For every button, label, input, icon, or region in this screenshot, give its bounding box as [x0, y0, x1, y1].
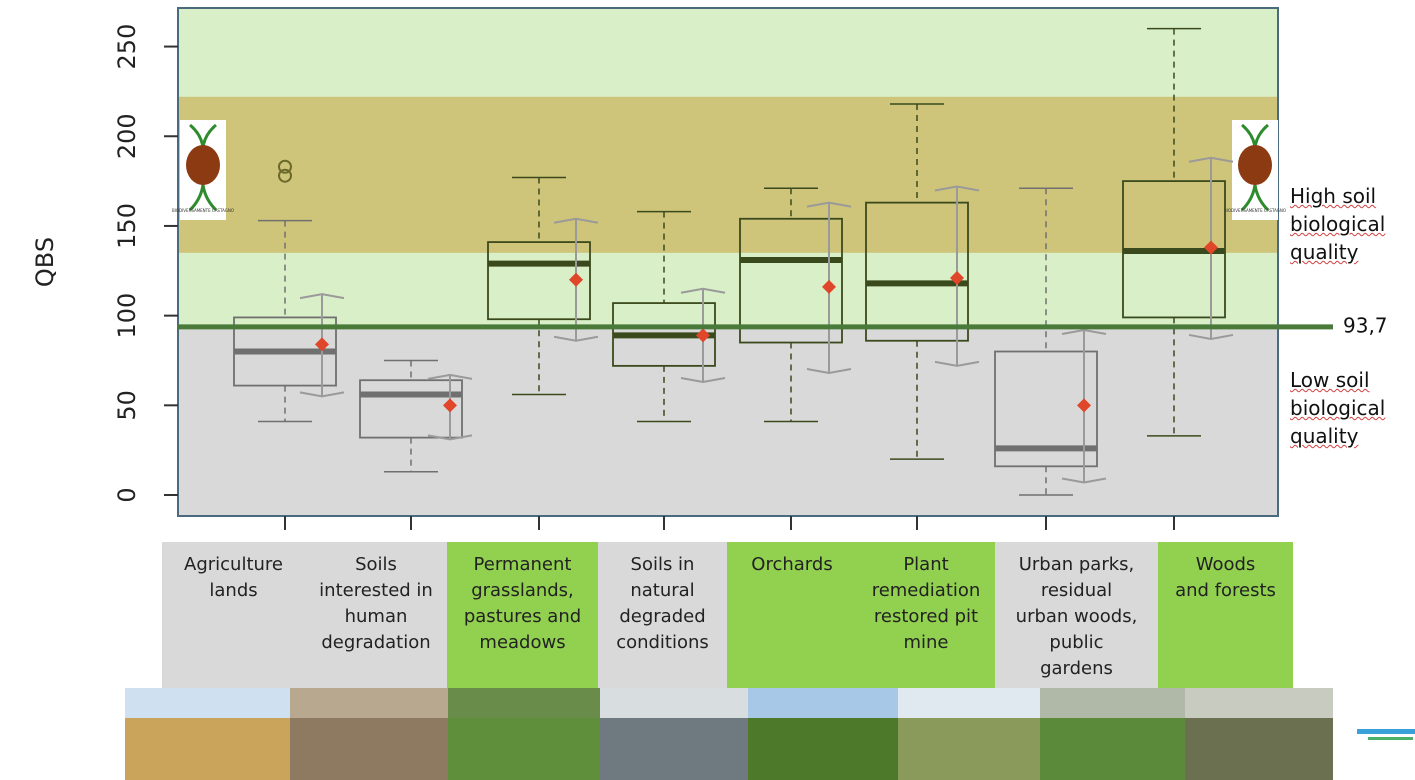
- logo-chestnut: [1238, 145, 1272, 185]
- photo-ground: [290, 718, 448, 780]
- mean: [443, 398, 457, 413]
- range-cap-max: [553, 217, 599, 224]
- photo-ground: [125, 718, 290, 780]
- y-tick-label: 250: [113, 24, 141, 70]
- range-cap-max: [806, 201, 852, 208]
- mean: [1204, 240, 1218, 255]
- mean: [950, 270, 964, 285]
- category-label: Agriculture lands: [162, 542, 305, 688]
- outlier: [278, 159, 292, 174]
- y-tick-label: 0: [113, 487, 141, 502]
- mean: [569, 272, 583, 287]
- category-label: Woods and forests: [1158, 542, 1293, 688]
- mean: [315, 337, 329, 352]
- photo-sky: [600, 688, 748, 718]
- mean: [1077, 398, 1091, 413]
- logo-text: BIODIVERSAMENTE CASTAGNO: [1224, 208, 1286, 213]
- y-tick-label: 50: [113, 390, 141, 421]
- category-label: Soils in natural degraded conditions: [598, 542, 727, 688]
- box: [739, 217, 843, 344]
- photo-ground: [1185, 718, 1333, 780]
- category-label: Soils interested in human degradation: [305, 542, 447, 688]
- box: [994, 350, 1098, 468]
- photo-sky: [1040, 688, 1185, 718]
- y-tick-label: 200: [113, 113, 141, 159]
- y-tick-label: 100: [113, 293, 141, 339]
- photo-sky: [1185, 688, 1333, 718]
- logo-text: BIODIVERSAMENTE CASTAGNO: [172, 208, 234, 213]
- photo-ground: [898, 718, 1040, 780]
- range-cap-min: [934, 360, 980, 367]
- range-cap-min: [680, 377, 726, 384]
- photo-ground: [748, 718, 898, 780]
- range-cap-min: [1061, 477, 1107, 484]
- box: [359, 379, 463, 439]
- photo-sky: [898, 688, 1040, 718]
- range-cap-min: [806, 368, 852, 375]
- box: [487, 241, 591, 321]
- category-label: Urban parks, residual urban woods, publi…: [995, 542, 1158, 688]
- photo-ground: [600, 718, 748, 780]
- category-label: Permanent grasslands, pastures and meado…: [447, 542, 598, 688]
- mean: [696, 328, 710, 343]
- y-tick-label: 150: [113, 203, 141, 249]
- mean: [822, 279, 836, 294]
- plot-frame: [177, 7, 1279, 517]
- footer-logo: [1357, 729, 1415, 734]
- photo-ground: [448, 718, 600, 780]
- photo-sky: [748, 688, 898, 718]
- range-cap-min: [299, 391, 345, 398]
- photo-ground: [1040, 718, 1185, 780]
- high-label: High soil biological quality: [1290, 184, 1386, 264]
- category-label: Plant remediation restored pit mine: [857, 542, 995, 688]
- range-cap-max: [1188, 156, 1234, 163]
- box: [865, 201, 969, 342]
- photo-sky: [290, 688, 448, 718]
- range-cap-max: [427, 373, 473, 380]
- range-cap-min: [553, 335, 599, 342]
- logo-chestnut: [186, 145, 220, 185]
- y-axis-label: QBS: [31, 237, 59, 287]
- high-band: [178, 96, 1278, 253]
- range-cap-min: [427, 434, 473, 441]
- category-label: Orchards: [727, 542, 857, 688]
- outlier: [278, 168, 292, 183]
- range-cap-max: [934, 185, 980, 192]
- footer-logo: [1368, 737, 1413, 740]
- low-label: Low soil biological quality: [1290, 368, 1386, 448]
- low-region: [178, 326, 1278, 516]
- range-cap-max: [299, 293, 345, 300]
- range-cap-max: [1061, 328, 1107, 335]
- range-cap-min: [1188, 333, 1234, 340]
- photo-sky: [125, 688, 290, 718]
- threshold-label: 93,7: [1343, 313, 1388, 337]
- photo-sky: [448, 688, 600, 718]
- range-cap-max: [680, 287, 726, 294]
